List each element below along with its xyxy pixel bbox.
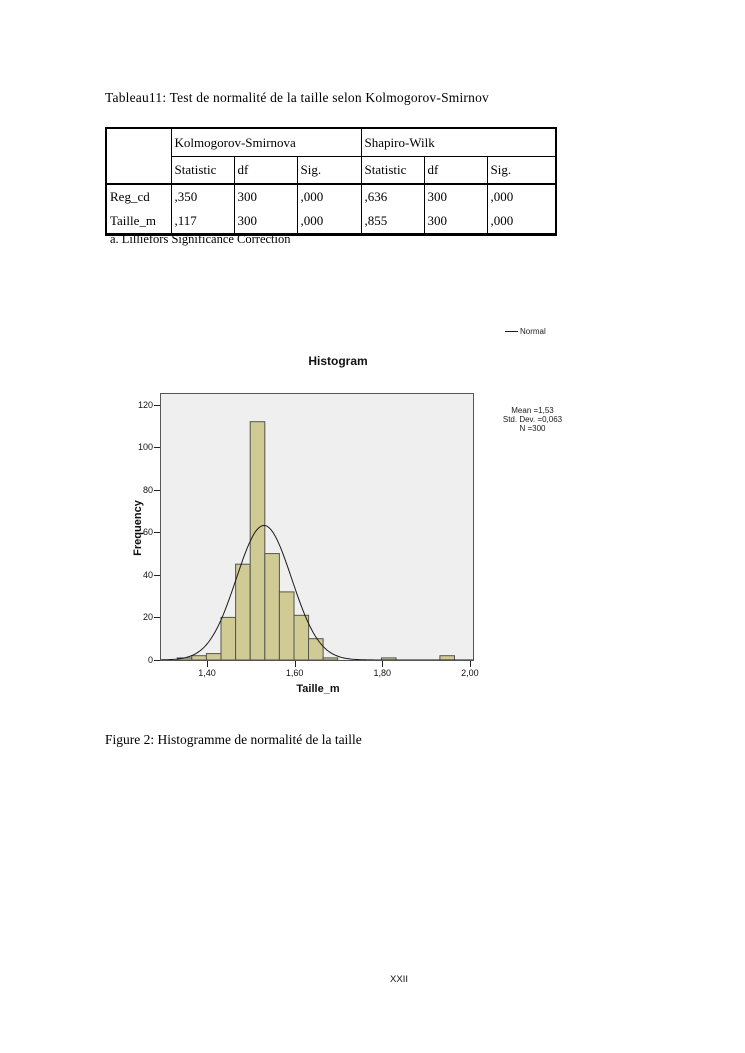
- group-header-shapiro: Shapiro-Wilk: [360, 127, 557, 157]
- x-tick-label: 1,80: [373, 668, 392, 678]
- chart-title: Histogram: [308, 354, 368, 368]
- histogram-bar: [308, 638, 324, 660]
- x-tick-mark: [469, 661, 471, 667]
- col-header-df: df: [233, 156, 298, 185]
- table-cell: ,636: [360, 184, 425, 209]
- histogram-canvas: [161, 421, 473, 660]
- y-tick-label: 40: [142, 569, 153, 580]
- stat-mean: Mean =1,53: [511, 406, 554, 415]
- row-label: Reg_cd: [105, 184, 172, 209]
- y-tick-mark: [154, 447, 160, 449]
- y-tick-label: 120: [137, 399, 153, 410]
- col-header-df: df: [423, 156, 488, 185]
- table-cell: ,000: [486, 184, 557, 209]
- y-tick-label: 80: [142, 484, 153, 495]
- table-cell: 300: [233, 184, 298, 209]
- x-tick-label: 2,00: [461, 668, 479, 678]
- y-tick-label: 60: [142, 527, 153, 538]
- table-stub-cell: [105, 127, 172, 185]
- table-cell: 300: [233, 209, 298, 235]
- histogram-bar: [264, 553, 280, 660]
- histogram-bar: [235, 563, 251, 660]
- chart-legend: Normal: [505, 327, 546, 336]
- table-cell: ,117: [170, 209, 235, 235]
- table-footnote: a. Lilliefors Significance Correction: [110, 232, 291, 246]
- table-cell: ,000: [486, 209, 557, 235]
- normality-test-table: Kolmogorov-Smirnova Shapiro-Wilk Statist…: [105, 127, 557, 236]
- table-cell: ,000: [296, 209, 362, 235]
- y-tick-mark: [154, 532, 160, 534]
- table-sub-header-row: Statistic df Sig. Statistic df Sig.: [106, 156, 557, 185]
- y-tick-mark: [154, 404, 160, 406]
- table-cell: ,855: [360, 209, 425, 235]
- x-tick-label: 1,40: [198, 668, 216, 678]
- x-tick-mark: [382, 661, 384, 667]
- histogram-bar: [293, 614, 310, 660]
- col-header-statistic: Statistic: [360, 156, 425, 185]
- y-tick-label: 0: [147, 655, 153, 665]
- table-group-header-row: Kolmogorov-Smirnova Shapiro-Wilk: [105, 127, 557, 185]
- row-label: Taille_m: [105, 209, 172, 235]
- plot-area: [160, 393, 474, 661]
- chart-stats-box: Mean =1,53 Std. Dev. =0,063 N =300: [490, 406, 575, 433]
- table-cell: 300: [423, 184, 488, 209]
- figure-caption: Figure 2: Histogramme de normalité de la…: [105, 732, 362, 747]
- histogram-bar: [278, 591, 295, 660]
- legend-label: Normal: [520, 327, 546, 336]
- histogram-bar: [191, 655, 207, 660]
- y-tick-mark: [154, 489, 160, 491]
- histogram-bar: [439, 655, 455, 660]
- normal-curve: [161, 525, 473, 660]
- stat-std-dev: Std. Dev. =0,063: [502, 415, 563, 424]
- col-header-statistic: Statistic: [170, 156, 235, 185]
- histogram-bar: [220, 616, 237, 660]
- table-row: Taille_m ,117 300 ,000 ,855 300 ,000: [105, 209, 557, 235]
- y-tick-label: 20: [142, 612, 153, 623]
- table-cell: 300: [423, 209, 488, 235]
- group-header-kolmogorov: Kolmogorov-Smirnova: [170, 127, 362, 157]
- col-header-sig: Sig.: [486, 156, 557, 185]
- table-title: Tableau11: Test de normalité de la taill…: [105, 90, 489, 105]
- x-axis-label: Taille_m: [296, 683, 340, 695]
- histogram-bar: [205, 653, 222, 660]
- page-number: XXII: [390, 974, 408, 985]
- table-cell: ,000: [296, 184, 362, 209]
- stat-n: N =300: [519, 424, 546, 433]
- x-tick-mark: [294, 661, 296, 667]
- normal-curve-legend-line: [505, 331, 518, 332]
- y-tick-mark: [154, 617, 160, 619]
- table-row: Reg_cd ,350 300 ,000 ,636 300 ,000: [105, 184, 557, 209]
- y-tick-mark: [154, 574, 160, 576]
- x-tick-label: 1,60: [285, 668, 304, 678]
- y-tick-mark: [154, 660, 160, 661]
- table-cell: ,350: [170, 184, 235, 209]
- col-header-sig: Sig.: [296, 156, 362, 185]
- x-tick-mark: [207, 661, 208, 667]
- histogram-bar: [249, 421, 266, 660]
- y-tick-label: 100: [137, 442, 153, 453]
- histogram-bar: [322, 657, 339, 660]
